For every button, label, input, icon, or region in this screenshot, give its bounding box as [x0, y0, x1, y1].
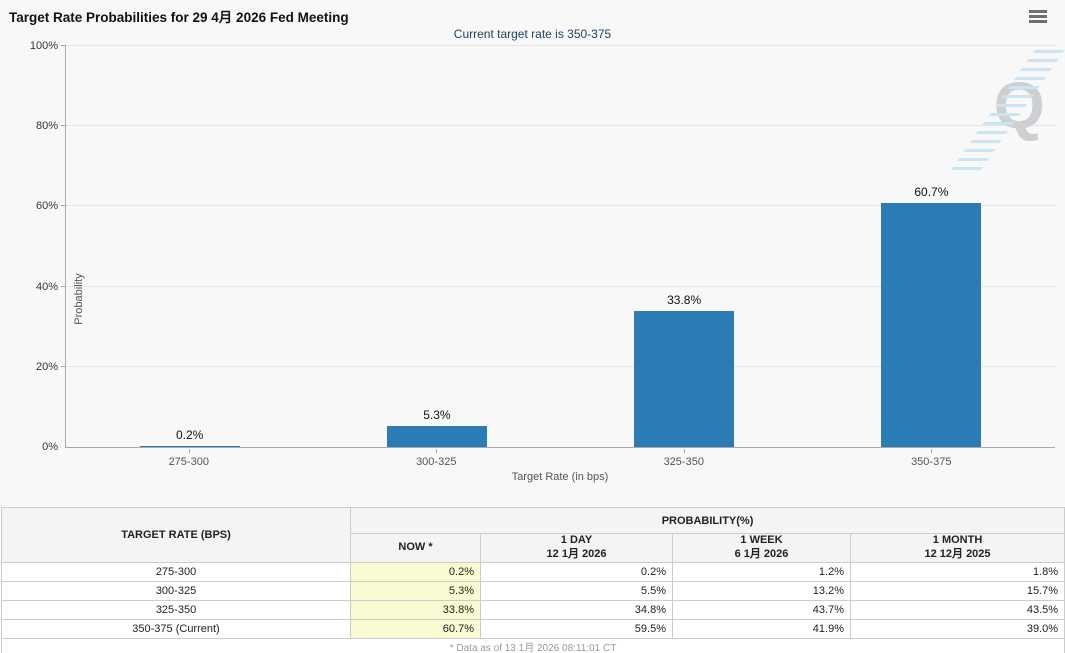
bar-value-label: 60.7%	[914, 185, 949, 199]
rate-label: 325-350	[1, 599, 351, 620]
x-tick-325-350: 325-350	[560, 449, 808, 468]
y-tick-40: 40%	[35, 280, 58, 293]
table-row: 275-300 0.2% 0.2% 1.2% 1.8%	[1, 561, 1065, 582]
plot-area: Probability 0% 20% 40% 60% 80% 100% 0.2%…	[30, 40, 1055, 453]
bar-group-350-375: 60.7%	[808, 46, 1055, 447]
now-value: 0.2%	[350, 561, 481, 582]
gridline-100	[66, 45, 1055, 46]
now-value: 5.3%	[350, 580, 481, 601]
bar-325-350[interactable]	[634, 311, 735, 447]
fedwatch-chart-panel: Target Rate Probabilities for 29 4月 2026…	[9, 10, 1065, 483]
week-value: 41.9%	[672, 618, 851, 639]
y-tick-80: 80%	[35, 120, 58, 133]
bar-300-325[interactable]	[386, 425, 487, 447]
rate-label: 300-325	[1, 580, 351, 601]
page-title: Target Rate Probabilities for 29 4月 2026…	[9, 10, 349, 25]
y-tick-100: 100%	[29, 40, 58, 52]
now-value: 33.8%	[350, 599, 481, 620]
table-row: 300-325 5.3% 5.5% 13.2% 15.7%	[1, 580, 1065, 601]
month-value: 39.0%	[849, 618, 1065, 639]
table-row: 325-350 33.8% 34.8% 43.7% 43.5%	[1, 599, 1065, 620]
x-tick-300-325: 300-325	[313, 449, 561, 468]
day-value: 59.5%	[480, 618, 673, 639]
day-value: 5.5%	[480, 580, 673, 601]
day-value: 34.8%	[480, 599, 673, 620]
hamburger-menu-icon[interactable]	[1029, 10, 1047, 25]
bar-value-label: 0.2%	[175, 428, 204, 442]
x-tick-350-375: 350-375	[808, 449, 1056, 468]
bar-group-325-350: 33.8%	[561, 46, 808, 447]
rate-label: 350-375 (Current)	[1, 618, 351, 639]
data-as-of-note: * Data as of 13 1月 2026 08:11:01 CT	[0, 638, 1065, 653]
bar-value-label: 5.3%	[423, 407, 451, 422]
week-value: 1.2%	[672, 561, 851, 582]
x-axis-title: Target Rate (in bps)	[511, 471, 609, 483]
x-tick-275-300: 275-300	[65, 449, 313, 468]
col-header-target-rate: TARGET RATE (BPS)	[1, 507, 351, 563]
month-value: 1.8%	[849, 561, 1065, 582]
month-value: 43.5%	[849, 599, 1065, 620]
gridline-80	[66, 125, 1055, 127]
week-value: 13.2%	[672, 580, 851, 601]
bar-275-300[interactable]	[139, 446, 240, 447]
week-value: 43.7%	[672, 599, 851, 620]
col-header-1month: 1 MONTH 12 12月 2025	[849, 533, 1065, 563]
rate-label: 275-300	[1, 561, 351, 582]
x-axis-labels: 275-300 300-325 325-350 350-375	[65, 449, 1055, 468]
col-header-probability: PROBABILITY(%)	[349, 507, 1065, 534]
day-value: 0.2%	[480, 561, 673, 582]
bar-group-300-325: 5.3%	[313, 46, 560, 447]
table-row: 350-375 (Current) 60.7% 59.5% 41.9% 39.0…	[1, 618, 1065, 639]
col-header-1week: 1 WEEK 6 1月 2026	[672, 533, 851, 563]
y-tick-60: 60%	[35, 200, 58, 213]
y-tick-20: 20%	[35, 360, 58, 373]
gridline-20	[66, 365, 1055, 367]
current-target-rate-subtitle: Current target rate is 350-375	[453, 27, 612, 41]
col-header-1day: 1 DAY 12 1月 2026	[480, 533, 673, 563]
y-tick-0: 0%	[42, 441, 58, 453]
table-header-row-group: TARGET RATE (BPS) PROBABILITY(%)	[1, 507, 1065, 563]
bar-group-275-300: 0.2%	[66, 46, 313, 447]
quikstrike-q-logo-icon: Q	[947, 50, 1065, 175]
bar-350-375[interactable]	[881, 203, 982, 447]
gridline-40	[66, 285, 1055, 287]
bar-series: 0.2% 5.3% 33.8% 60.7%	[66, 46, 1055, 447]
now-value: 60.7%	[350, 618, 481, 639]
bar-value-label: 33.8%	[667, 293, 702, 308]
month-value: 15.7%	[849, 580, 1065, 601]
table-footnote-row: * Data as of 13 1月 2026 08:11:01 CT	[0, 638, 1065, 653]
probability-table: TARGET RATE (BPS) PROBABILITY(%) NOW * 1…	[0, 507, 1065, 653]
table-header-row-sub: NOW * 1 DAY 12 1月 2026 1 WEEK 6 1月 2026 …	[2, 533, 1065, 563]
gridline-60	[66, 205, 1055, 207]
col-header-now: NOW *	[350, 533, 481, 563]
